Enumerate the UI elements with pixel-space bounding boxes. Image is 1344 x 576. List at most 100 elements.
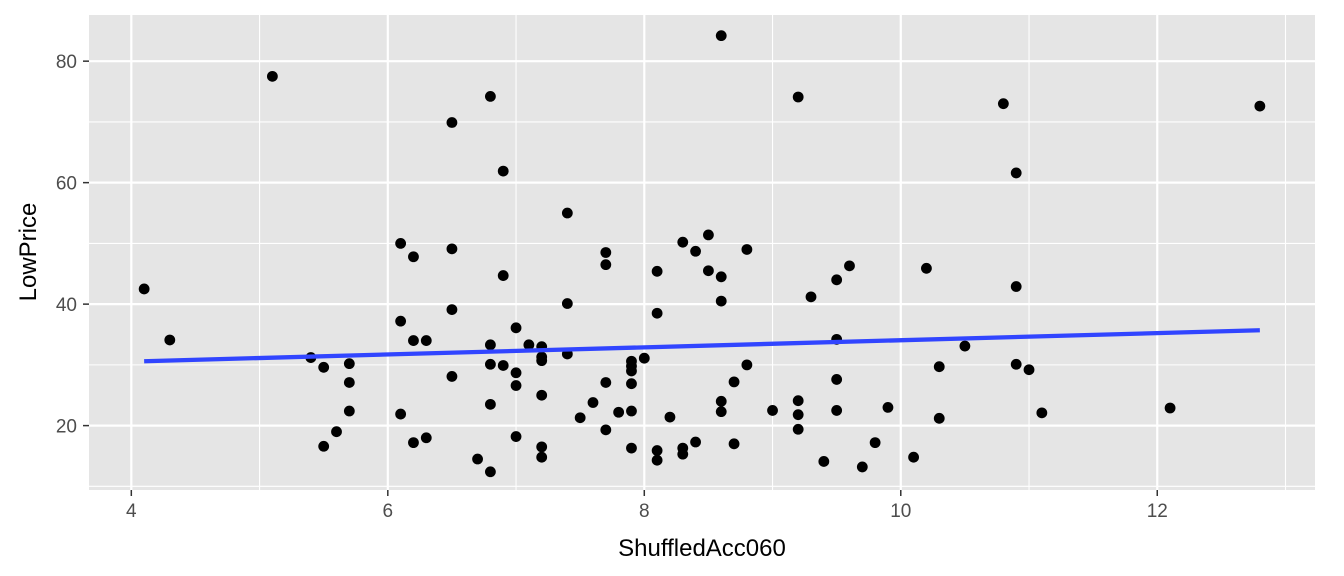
data-point: [997, 98, 1009, 110]
data-point: [536, 441, 548, 453]
data-point: [844, 260, 855, 272]
x-axis: 4 6 8 10 12: [126, 490, 1168, 522]
data-point: [651, 454, 663, 466]
x-tick-label: 12: [1147, 501, 1168, 522]
data-point: [484, 339, 496, 351]
data-point: [497, 165, 509, 177]
data-point: [651, 445, 663, 456]
data-points: [138, 30, 1266, 478]
data-point: [715, 295, 727, 307]
data-point: [626, 442, 637, 454]
x-tick-label: 4: [126, 501, 137, 522]
data-point: [933, 412, 945, 424]
data-point: [408, 251, 419, 263]
data-point: [728, 376, 740, 388]
data-point: [677, 236, 689, 248]
data-point: [497, 270, 509, 281]
data-point: [638, 352, 650, 364]
y-axis: 20 40 60 80: [56, 52, 89, 438]
data-point: [715, 271, 727, 283]
data-point: [523, 339, 535, 351]
data-point: [831, 374, 843, 385]
data-point: [921, 262, 932, 274]
y-tick-label: 80: [56, 52, 77, 73]
data-point: [164, 334, 176, 346]
data-point: [138, 283, 150, 295]
data-point: [664, 411, 676, 423]
y-tick-label: 40: [56, 295, 77, 316]
data-point: [600, 247, 612, 258]
data-point: [792, 395, 804, 407]
data-point: [395, 408, 407, 420]
data-point: [587, 397, 599, 408]
data-point: [882, 401, 894, 413]
data-point: [741, 359, 753, 371]
data-point: [626, 378, 637, 390]
data-point: [818, 456, 830, 467]
data-point: [1010, 358, 1022, 370]
data-point: [318, 361, 330, 373]
x-tick-label: 10: [890, 501, 911, 522]
data-point: [318, 440, 330, 452]
data-point: [266, 70, 278, 82]
data-point: [420, 432, 432, 444]
data-point: [600, 259, 612, 271]
data-point: [703, 265, 714, 277]
data-point: [1010, 281, 1022, 292]
data-point: [536, 355, 548, 367]
x-axis-title: ShuffledAcc060: [618, 535, 786, 562]
data-point: [1036, 407, 1048, 419]
data-point: [767, 405, 778, 416]
data-point: [497, 360, 509, 371]
data-point: [484, 90, 496, 102]
data-point: [420, 335, 432, 346]
data-point: [831, 274, 843, 286]
data-point: [600, 424, 612, 436]
data-point: [536, 451, 548, 463]
data-point: [959, 340, 971, 352]
data-point: [613, 406, 625, 418]
data-point: [741, 244, 753, 255]
data-point: [677, 448, 689, 460]
data-point: [651, 265, 663, 277]
data-point: [484, 398, 496, 410]
data-point: [446, 371, 458, 382]
data-point: [472, 453, 483, 465]
data-point: [536, 389, 548, 401]
data-point: [715, 395, 727, 407]
trend-line-group: [144, 328, 1260, 364]
data-point: [484, 358, 496, 370]
data-point: [600, 377, 612, 388]
minor-grid: [89, 15, 1315, 490]
data-point: [408, 437, 419, 449]
data-point: [626, 365, 637, 377]
data-point: [408, 335, 419, 346]
data-point: [908, 451, 920, 463]
data-point: [626, 405, 637, 417]
data-point: [715, 406, 727, 418]
major-grid: [89, 15, 1315, 490]
data-point: [703, 229, 714, 241]
data-point: [1010, 167, 1022, 179]
y-tick-label: 20: [56, 417, 77, 438]
data-point: [831, 405, 843, 416]
data-point: [510, 380, 522, 391]
trend-line: [144, 328, 1260, 364]
data-point: [446, 243, 458, 255]
data-point: [933, 361, 945, 373]
data-point: [792, 423, 804, 435]
data-point: [343, 405, 355, 417]
data-point: [1254, 100, 1266, 112]
y-axis-title: LowPrice: [15, 203, 42, 302]
data-point: [343, 377, 355, 388]
data-point: [728, 438, 740, 450]
data-point: [805, 291, 817, 303]
x-tick-label: 6: [383, 501, 394, 522]
data-point: [510, 431, 522, 442]
data-point: [395, 315, 407, 327]
data-point: [792, 91, 804, 103]
data-point: [446, 304, 458, 315]
data-point: [690, 245, 701, 257]
data-point: [715, 30, 727, 42]
data-point: [446, 117, 458, 128]
